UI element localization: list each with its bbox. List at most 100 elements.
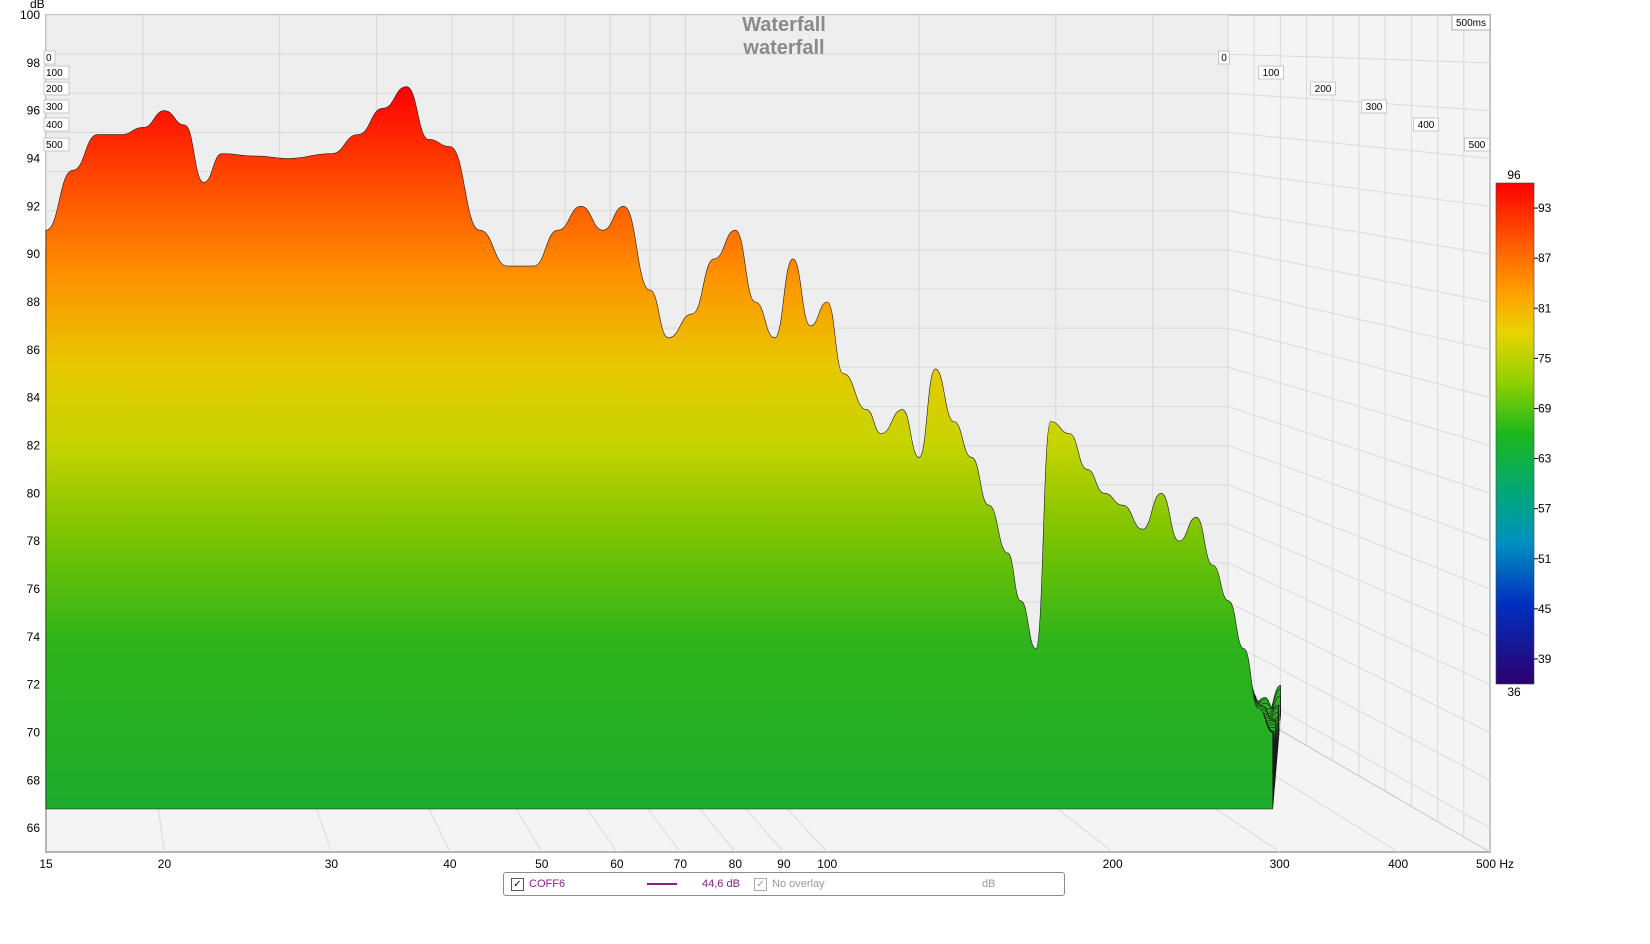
y-tick-label: 88 (27, 295, 41, 309)
x-tick-label: 500 Hz (1476, 857, 1514, 871)
y-tick-label: 78 (27, 534, 41, 548)
time-tick-label-left: 300 (46, 102, 63, 113)
time-tick-label-left: 100 (46, 68, 63, 79)
time-tick-box (43, 81, 70, 96)
colorbar-max-label: 96 (1507, 168, 1521, 182)
x-tick-label: 90 (777, 857, 791, 871)
wall-grid-line (1227, 640, 1491, 781)
wall-grid-line (1227, 523, 1491, 638)
time-tick-box (43, 137, 70, 152)
time-tick-label-right: 500 (1469, 140, 1486, 151)
y-axis-unit: dB (30, 0, 45, 11)
time-tick-label-right: 0 (1221, 53, 1227, 64)
x-tick-label: 100 (817, 857, 837, 871)
wall-grid-line (1227, 366, 1491, 446)
series-line-swatch (647, 883, 677, 885)
waterfall-slice (45, 86, 1273, 810)
waterfall-slices (45, 86, 1281, 810)
time-tick-box (1218, 50, 1230, 65)
x-tick-label: 200 (1103, 857, 1123, 871)
time-tick-label-left: 0 (46, 53, 52, 64)
colorbar-ticks: 93 87 81 75 69 63 57 51 45 39 (1534, 201, 1552, 666)
colorbar: 96 36 93 87 81 75 69 63 57 51 45 39 (1495, 168, 1552, 699)
colorbar-tick-label: 57 (1538, 502, 1552, 516)
wall-grid-line (1227, 327, 1491, 399)
time-tick-label-right: 100 (1263, 68, 1280, 79)
wall-grid-line (1227, 601, 1491, 733)
wall-grid-line (1227, 288, 1491, 351)
y-tick-label: 70 (27, 725, 41, 739)
y-tick-label: 96 (27, 104, 41, 118)
colorbar-tick-label: 75 (1538, 351, 1552, 365)
overlay-unit: dB (982, 878, 996, 890)
colorbar-min-label: 36 (1507, 685, 1521, 699)
x-tick-label: 60 (610, 857, 624, 871)
overlay-label: No overlay (772, 878, 825, 890)
time-tick-label-left: 500 (46, 140, 63, 151)
x-axis-ticks: 15 20 30 40 50 60 70 80 90 100 200 300 400 500 Hz (39, 857, 1514, 871)
series-value: 44,6 dB (702, 878, 740, 890)
y-tick-label: 72 (27, 678, 41, 692)
x-tick-label: 300 (1270, 857, 1290, 871)
series-name: COFF6 (529, 878, 566, 890)
colorbar-tick-label: 93 (1538, 201, 1552, 215)
colorbar-tick-label: 69 (1538, 401, 1552, 415)
x-tick-label: 50 (535, 857, 549, 871)
wall-grid-line (1227, 92, 1491, 112)
y-tick-label: 82 (27, 438, 41, 452)
time-tick-box (43, 99, 70, 114)
chart-title: Waterfall (742, 14, 826, 36)
wall-grid-line (1227, 484, 1491, 590)
wall-grid-line (1227, 53, 1491, 64)
time-tick-box (43, 65, 70, 80)
overlay-checkbox[interactable]: ✓ (754, 877, 767, 891)
wall-grid-line (1227, 210, 1491, 255)
wall-grid-line (1227, 249, 1491, 303)
y-tick-label: 92 (27, 199, 41, 213)
chart-subtitle: waterfall (742, 37, 824, 59)
x-tick-label: 15 (39, 857, 53, 871)
time-tick-box (43, 117, 70, 132)
colorbar-tick-label: 45 (1538, 602, 1552, 616)
y-tick-label: 68 (27, 773, 41, 787)
time-tick-box (1258, 65, 1284, 80)
wall-grid-line (1227, 679, 1491, 829)
x-tick-label: 20 (158, 857, 172, 871)
time-tick-box (1361, 99, 1387, 114)
y-tick-label: 98 (27, 56, 41, 70)
time-tick-label-right: 400 (1418, 120, 1435, 131)
time-tick-label-left: 400 (46, 120, 63, 131)
colorbar-tick-label: 81 (1538, 301, 1552, 315)
y-tick-label: 94 (27, 151, 41, 165)
time-tick-box (1413, 117, 1439, 132)
wall-grid-line (1227, 131, 1491, 159)
y-tick-label: 74 (27, 630, 41, 644)
y-tick-label: 90 (27, 247, 41, 261)
colorbar-tick-label: 87 (1538, 251, 1552, 265)
time-axis-labels: 0 100 200 300 400 500 0 100 200 300 400 500 (43, 50, 1490, 152)
colorbar-tick-label: 39 (1538, 652, 1552, 666)
time-tick-box (1310, 81, 1336, 96)
series-checkbox[interactable]: ✓ (511, 877, 524, 891)
time-tick-label-right: 200 (1315, 84, 1332, 95)
y-tick-label: 80 (27, 486, 41, 500)
y-tick-label: 76 (27, 582, 41, 596)
y-tick-label: 100 (20, 8, 40, 22)
wall-grid-line (1227, 445, 1491, 542)
legend-bar: ✓ COFF6 44,6 dB ✓ No overlay dB (503, 872, 1065, 896)
time-tick-label-right: 300 (1366, 102, 1383, 113)
time-tick-box (1464, 137, 1490, 152)
wall-grid-line (1227, 405, 1491, 494)
time-range-box: 500ms (1451, 14, 1491, 31)
wall-grid-line (1227, 562, 1491, 686)
x-tick-label: 400 (1388, 857, 1408, 871)
colorbar-tick-label: 63 (1538, 452, 1552, 466)
y-axis-ticks: 66 68 70 72 74 76 78 80 82 84 86 88 90 92 94 96 98 100 (20, 8, 40, 835)
x-tick-label: 30 (325, 857, 339, 871)
y-tick-label: 86 (27, 343, 41, 357)
x-tick-label: 70 (674, 857, 688, 871)
time-tick-label-left: 200 (46, 84, 63, 95)
y-tick-label: 84 (27, 391, 41, 405)
wall-grid-line (1227, 171, 1491, 207)
